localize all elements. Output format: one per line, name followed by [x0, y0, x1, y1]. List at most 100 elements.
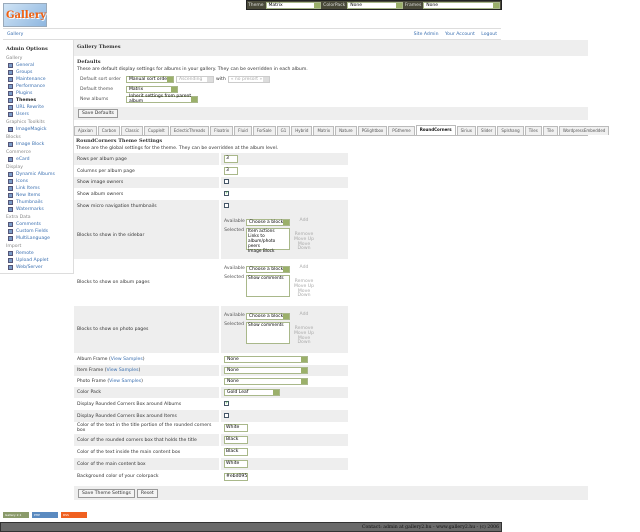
sidebar-item-link-items[interactable]: Link Items [6, 185, 73, 192]
add-button[interactable]: Add [299, 218, 309, 224]
sidebar-item-comments[interactable]: Comments [6, 221, 73, 228]
sidebar-item-custom-fields[interactable]: Custom Fields [6, 228, 73, 235]
tab-splshang[interactable]: Splshang [497, 126, 524, 135]
tab-roundcorners[interactable]: RoundCorners [415, 125, 456, 135]
tab-tiles[interactable]: Tiles [524, 126, 542, 135]
breadcrumb-gallery[interactable]: Gallery [7, 31, 24, 37]
choose-block-select[interactable]: Choose a block [246, 313, 290, 321]
sidebar-item-web-server[interactable]: Web/Server [6, 264, 73, 271]
sidebar-item-icons[interactable]: Icons [6, 178, 73, 185]
view-samples-link[interactable]: View Samples [106, 368, 139, 373]
rows-input[interactable]: 3 [224, 155, 238, 163]
sidebar-item-imagemagick[interactable]: ImageMagick [6, 126, 73, 133]
reset-button[interactable]: Reset [136, 488, 158, 498]
title-box-color-input[interactable]: Black [224, 436, 248, 444]
tab-eclecticthreads[interactable]: EclecticThreads [169, 126, 210, 135]
sidebar-item-watermarks[interactable]: Watermarks [6, 206, 73, 213]
title-text-color-input[interactable]: White [224, 424, 248, 432]
tab-pgtheme[interactable]: PGtheme [388, 126, 415, 135]
tab-carbon[interactable]: Carbon [97, 126, 121, 135]
album-frame-select[interactable]: None [224, 355, 308, 363]
frames-select[interactable]: None [423, 1, 500, 9]
tab-g1[interactable]: G1 [276, 126, 291, 135]
sidebar-item-upload-applet[interactable]: Upload Applet [6, 257, 73, 264]
sidebar-item-plugins[interactable]: Plugins [6, 90, 73, 97]
save-defaults-button[interactable]: Save Defaults [78, 109, 118, 118]
tab-cupplelt[interactable]: Cupplelt [144, 126, 169, 135]
save-theme-settings-button[interactable]: Save Theme Settings [78, 488, 135, 498]
move-up-button[interactable]: Move Up [293, 236, 315, 242]
photo-frame-select[interactable]: None [224, 378, 308, 385]
micro-nav-checkbox[interactable] [224, 202, 229, 208]
content-box-color-input[interactable]: White [224, 460, 248, 468]
sidebar-item-users[interactable]: Users [6, 111, 73, 118]
tab-siriux[interactable]: Siriux [456, 126, 476, 135]
remove-button[interactable]: Remove [294, 232, 314, 238]
cols-input[interactable]: 3 [224, 167, 238, 175]
move-up-button[interactable]: Move Up [293, 283, 315, 289]
choose-block-select[interactable]: Choose a block [246, 219, 290, 227]
remove-button[interactable]: Remove [294, 279, 314, 285]
presort-select[interactable]: « no presort » [227, 75, 270, 83]
tab-matrix[interactable]: Matrix [313, 126, 335, 135]
tab-forsale[interactable]: ForSale [252, 126, 276, 135]
sidebar-item-remote[interactable]: Remote [6, 250, 73, 257]
view-samples-link[interactable]: View Samples [110, 356, 143, 362]
remove-button[interactable]: Remove [294, 326, 314, 332]
tab-slider[interactable]: Slider [476, 126, 497, 135]
tab-classic[interactable]: Classic [121, 126, 144, 135]
colorpack-select[interactable]: None [347, 1, 403, 9]
selected-blocks-list[interactable]: Show comments [246, 322, 290, 345]
selected-blocks-list[interactable]: Item actions Links to album/photo peers … [246, 228, 290, 253]
sidebar-item-new-items[interactable]: New Items [6, 192, 73, 199]
move-down-button[interactable]: Move Down [297, 241, 311, 252]
selected-blocks-list[interactable]: Show comments [246, 275, 290, 298]
sidebar-item-thumbnails[interactable]: Thumbnails [6, 199, 73, 206]
image-owners-checkbox[interactable] [224, 179, 229, 184]
tab-hybrid[interactable]: Hybrid [291, 126, 313, 135]
color-pack-select[interactable]: Gold Leaf [224, 389, 280, 396]
sidebar-item-image-block[interactable]: Image Block [6, 141, 73, 148]
add-button[interactable]: Add [299, 265, 309, 271]
item-frame-select[interactable]: None [224, 367, 308, 374]
your-account-link[interactable]: Your Account [444, 31, 475, 37]
tab-fluid[interactable]: Fluid [234, 126, 252, 135]
default-theme-select[interactable]: Matrix [126, 85, 178, 93]
sort-direction-select[interactable]: Ascending [176, 75, 214, 83]
site-admin-link[interactable]: Site Admin [413, 31, 439, 37]
php-badge[interactable]: PHP [32, 512, 58, 518]
sidebar-item-groups[interactable]: Groups [6, 69, 73, 76]
sidebar-item-themes[interactable]: Themes [6, 97, 73, 104]
sidebar-item-multilanguage[interactable]: MultiLanguage [6, 235, 73, 242]
sidebar-item-dynamic-albums[interactable]: Dynamic Albums [6, 171, 73, 178]
add-button[interactable]: Add [299, 312, 309, 318]
rc-items-checkbox[interactable] [224, 412, 229, 418]
logout-link[interactable]: Logout [481, 31, 497, 37]
content-text-color-input[interactable]: Black [224, 448, 248, 456]
move-down-button[interactable]: Move Down [297, 288, 311, 299]
sidebar-item-performance[interactable]: Performance [6, 83, 73, 90]
view-samples-link[interactable]: View Samples [109, 379, 142, 384]
move-up-button[interactable]: Move Up [293, 330, 315, 336]
tab-floatrix[interactable]: Floatrix [210, 126, 234, 135]
tab-pglightbox[interactable]: PGlightbox [357, 126, 388, 135]
sort-order-select[interactable]: Manual sort order [126, 75, 174, 83]
bg-color-input[interactable]: #ebd095 [224, 472, 248, 481]
tab-wordpressembedded[interactable]: WordpressEmbedded [558, 126, 610, 135]
tab-tile[interactable]: Tile [542, 126, 558, 135]
sidebar-item-ecard[interactable]: eCard [6, 156, 73, 163]
gallery-logo[interactable]: Gallery [3, 3, 47, 27]
theme-select[interactable]: Matrix [265, 1, 322, 9]
tab-ajaxian[interactable]: Ajaxian [74, 126, 97, 135]
sidebar-item-maintenance[interactable]: Maintenance [6, 76, 73, 83]
new-albums-select[interactable]: Inherit settings from parent album [126, 94, 198, 104]
gallery-badge[interactable]: Gallery 2.1 [3, 512, 29, 518]
tab-nature[interactable]: Nature [335, 126, 357, 135]
rss-badge[interactable]: RSS [61, 512, 87, 518]
move-down-button[interactable]: Move Down [297, 335, 311, 346]
sidebar-item-general[interactable]: General [6, 62, 73, 69]
choose-block-select[interactable]: Choose a block [246, 266, 290, 274]
sidebar-item-url-rewrite[interactable]: URL Rewrite [6, 104, 73, 111]
album-owners-checkbox[interactable] [224, 190, 229, 196]
rc-albums-checkbox[interactable] [224, 400, 229, 406]
